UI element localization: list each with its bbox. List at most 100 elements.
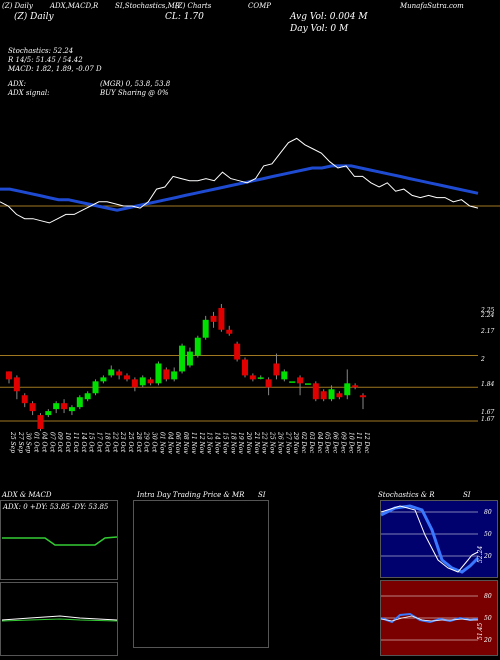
candle-body bbox=[92, 381, 99, 394]
candle-body bbox=[265, 379, 272, 388]
intraday-panel bbox=[133, 500, 269, 648]
adx-line bbox=[2, 536, 118, 546]
candle-body bbox=[218, 307, 225, 330]
date-label: 23 Oct bbox=[119, 431, 126, 453]
date-label: 18 Oct bbox=[103, 432, 110, 453]
adx-macd-title: ADX & MACD bbox=[2, 491, 52, 499]
date-label: 29 Oct bbox=[143, 431, 150, 453]
candle-body bbox=[234, 343, 241, 360]
indicators-list: ADX,MACD,R bbox=[50, 2, 99, 10]
date-label: 18 Nov bbox=[229, 432, 236, 454]
background-label: (Z) Daily bbox=[14, 12, 54, 22]
date-label: 13 Nov bbox=[206, 432, 213, 454]
candle-body bbox=[116, 371, 123, 376]
close-price: CL: 1.70 bbox=[165, 12, 204, 22]
rsi-tick-label: 50 bbox=[484, 615, 492, 622]
watermark: MunafaSutra.com bbox=[400, 2, 464, 10]
candle-body bbox=[155, 363, 162, 384]
date-label: 21 Nov bbox=[253, 431, 260, 454]
candle-body bbox=[281, 371, 288, 380]
avg-volume: Avg Vol: 0.004 M bbox=[290, 12, 368, 22]
adx-signal-label: ADX signal: bbox=[8, 89, 50, 97]
rsi-value-label: 51.45 bbox=[477, 623, 484, 640]
mrsi-line bbox=[380, 615, 478, 622]
date-label: 07 Oct bbox=[48, 432, 55, 453]
date-label: 11 Dec bbox=[355, 432, 362, 454]
macd-values: MACD: 1.82, 1.89, -0.07 D bbox=[8, 65, 102, 73]
macd-line bbox=[1, 615, 118, 621]
candle-body bbox=[210, 315, 217, 322]
date-label: 01 Oct bbox=[33, 432, 40, 453]
date-label: 26 Nov bbox=[276, 431, 283, 454]
candle-body bbox=[21, 395, 28, 404]
adx-signal: BUY Sharing @ 0% bbox=[100, 89, 169, 97]
date-label: 20 Nov bbox=[245, 431, 252, 454]
candle-body bbox=[6, 371, 12, 380]
intraday-title: Intra Day Trading Price & MR bbox=[137, 491, 245, 499]
candle-body bbox=[100, 377, 107, 382]
candle-body bbox=[53, 403, 60, 410]
candle-body bbox=[273, 363, 280, 376]
candle-body bbox=[226, 329, 233, 334]
ticker-line: (Z) Daily bbox=[2, 2, 33, 10]
date-label: 04 Dec bbox=[316, 432, 323, 454]
candle-body bbox=[320, 391, 327, 400]
candle-body bbox=[76, 397, 83, 408]
date-label: 15 Nov bbox=[221, 432, 228, 454]
date-label: 01 Nov bbox=[158, 432, 165, 454]
company-name: COMP bbox=[248, 2, 271, 10]
stoch-value-label: 52.24 bbox=[477, 546, 484, 563]
date-label: 19 Nov bbox=[237, 432, 244, 454]
date-label: 27 Nov bbox=[284, 431, 291, 454]
stochastics-title: Stochastics & R bbox=[378, 491, 435, 499]
date-label: 08 Nov bbox=[182, 432, 189, 454]
date-label: 11 Oct bbox=[72, 432, 79, 453]
date-label: 27 Sep bbox=[17, 431, 24, 453]
moving-average-line bbox=[0, 164, 479, 212]
stochastics-background bbox=[381, 501, 497, 577]
date-label: 30 Oct bbox=[151, 432, 158, 453]
stochastics-panel bbox=[380, 500, 498, 578]
date-label: 12 Nov bbox=[198, 432, 205, 454]
date-label: 06 Nov bbox=[174, 432, 181, 454]
stochastics-value: Stochastics: 52.24 bbox=[8, 47, 74, 55]
candle-body bbox=[139, 377, 146, 386]
stochastics-si-label: SI bbox=[463, 491, 471, 499]
candle-body bbox=[13, 377, 20, 392]
candle-body bbox=[242, 359, 248, 376]
candle-body bbox=[352, 385, 359, 388]
candle-body bbox=[336, 393, 343, 398]
stoch-k-line bbox=[380, 505, 479, 573]
adx-label: ADX: bbox=[8, 80, 27, 88]
candle-body bbox=[312, 383, 319, 400]
price-axis-label: 1.67 bbox=[481, 409, 495, 416]
candle-body bbox=[108, 369, 115, 376]
candle-body bbox=[163, 369, 170, 380]
date-label: 09 Oct bbox=[56, 432, 63, 453]
stoch-r-values: R 14/5: 51.45 / 54.42 bbox=[8, 56, 83, 64]
date-label: 17 Oct bbox=[96, 432, 103, 453]
candle-body bbox=[194, 337, 201, 356]
price-axis-label: 2.25 bbox=[480, 307, 495, 314]
date-label: 28 Oct bbox=[135, 431, 142, 453]
date-label: 22 Oct bbox=[111, 431, 118, 453]
price-axis-label: 1.84 bbox=[481, 381, 495, 388]
date-label: 04 Nov bbox=[166, 432, 173, 454]
date-label: 10 Oct bbox=[64, 432, 71, 453]
adx-values: (MGR) 0, 53.8, 53.8 bbox=[100, 80, 171, 88]
candle-body bbox=[37, 415, 44, 429]
macd-panel bbox=[0, 582, 118, 656]
candle-body bbox=[202, 319, 209, 338]
date-label: 04 Oct bbox=[40, 432, 47, 453]
stoch-tick-label: 20 bbox=[483, 553, 492, 560]
candle-body bbox=[249, 375, 256, 380]
candle-body bbox=[84, 393, 91, 400]
date-label: 14 Oct bbox=[80, 432, 87, 453]
intraday-si-label: SI bbox=[258, 491, 266, 499]
date-label: 03 Dec bbox=[308, 432, 315, 454]
candle-body bbox=[29, 403, 36, 412]
candle-body bbox=[124, 375, 130, 380]
date-label: 25 Nov bbox=[269, 431, 276, 454]
price-axis-label: 1.67 bbox=[481, 416, 495, 423]
